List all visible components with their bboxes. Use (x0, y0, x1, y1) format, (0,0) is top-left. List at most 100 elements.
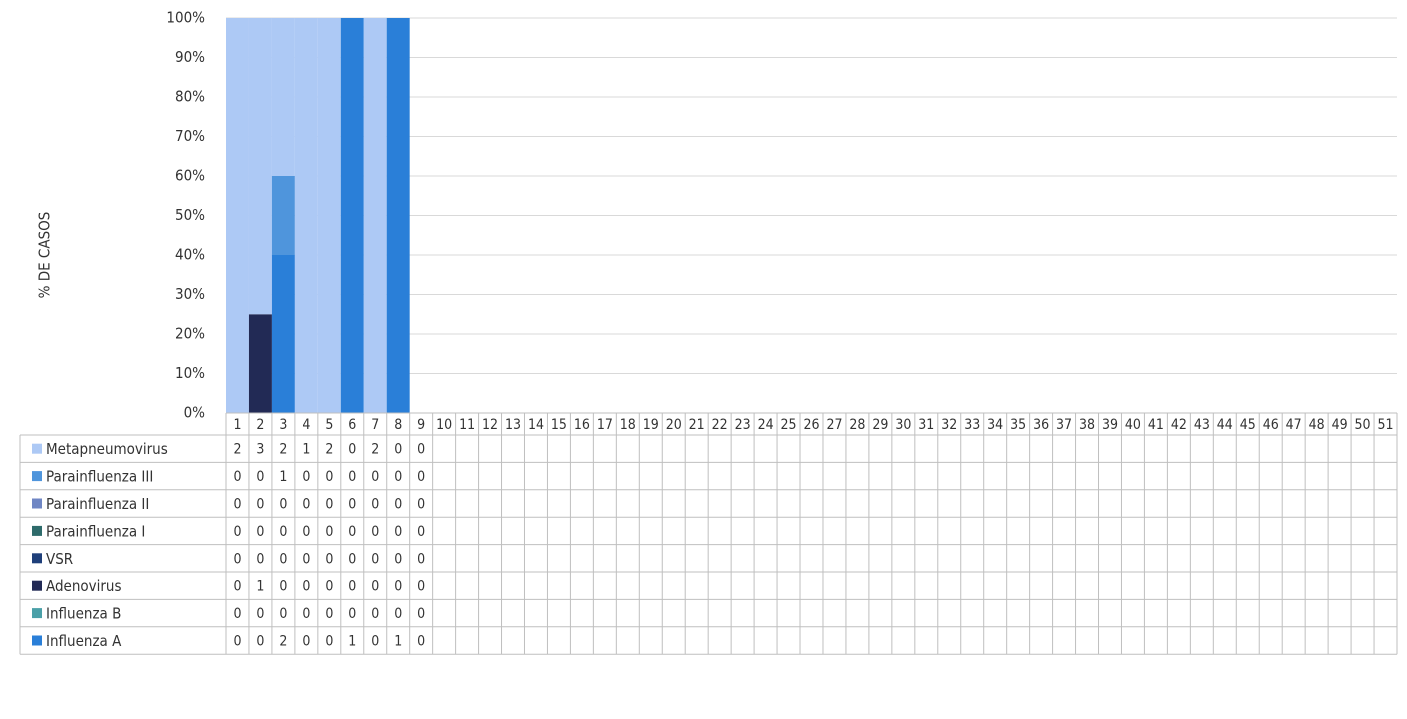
x-tick-label: 27 (826, 417, 842, 433)
table-value: 0 (371, 579, 379, 595)
x-tick-label: 23 (735, 417, 751, 433)
table-value: 0 (302, 524, 310, 540)
x-tick-label: 14 (528, 417, 544, 433)
table-value: 0 (348, 579, 356, 595)
x-tick-label: 41 (1148, 417, 1164, 433)
table-value: 0 (417, 579, 425, 595)
table-value: 0 (233, 606, 241, 622)
x-tick-label: 36 (1033, 417, 1049, 433)
x-tick-label: 24 (758, 417, 774, 433)
table-value: 2 (371, 442, 379, 458)
y-tick-label: 60% (175, 167, 205, 185)
legend-key (32, 443, 42, 454)
x-tick-label: 6 (348, 417, 356, 433)
table-value: 0 (417, 442, 425, 458)
table-value: 2 (279, 442, 287, 458)
table-value: 0 (371, 634, 379, 650)
table-value: 0 (325, 469, 333, 485)
table-value: 0 (325, 497, 333, 513)
table-value: 0 (256, 634, 264, 650)
table-value: 0 (348, 442, 356, 458)
table-value: 0 (417, 524, 425, 540)
bar-segment (317, 18, 341, 413)
table-value: 3 (256, 442, 264, 458)
x-tick-label: 39 (1102, 417, 1118, 433)
table-value: 0 (233, 551, 241, 567)
x-tick-label: 2 (256, 417, 264, 433)
table-value: 0 (256, 497, 264, 513)
table-value: 0 (233, 634, 241, 650)
y-tick-label: 20% (175, 325, 205, 343)
x-tick-label: 15 (551, 417, 567, 433)
table-value: 2 (325, 442, 333, 458)
table-value: 0 (233, 469, 241, 485)
x-tick-label: 48 (1309, 417, 1325, 433)
x-tick-label: 21 (689, 417, 705, 433)
table-value: 0 (302, 606, 310, 622)
y-tick-label: 70% (175, 127, 205, 145)
legend-label: Metapneumovirus (46, 440, 168, 458)
x-tick-label: 20 (666, 417, 682, 433)
x-tick-label: 51 (1378, 417, 1394, 433)
table-value: 0 (371, 497, 379, 513)
y-tick-label: 10% (175, 364, 205, 382)
x-tick-label: 7 (371, 417, 379, 433)
table-value: 0 (394, 606, 402, 622)
x-tick-label: 9 (417, 417, 425, 433)
bar-segment (294, 18, 318, 413)
bar-segment (271, 255, 295, 413)
x-tick-label: 31 (918, 417, 934, 433)
table-value: 0 (302, 634, 310, 650)
x-tick-label: 5 (325, 417, 333, 433)
legend-key (32, 608, 42, 619)
legend-label: Parainfluenza III (46, 468, 153, 486)
x-tick-label: 18 (620, 417, 636, 433)
table-value: 0 (348, 606, 356, 622)
x-tick-label: 44 (1217, 417, 1233, 433)
bar-segment (363, 18, 387, 413)
legend-label: Influenza B (46, 605, 121, 623)
table-value: 0 (233, 579, 241, 595)
table-value: 0 (394, 469, 402, 485)
table-value: 0 (348, 469, 356, 485)
x-tick-label: 35 (1010, 417, 1026, 433)
x-tick-label: 11 (459, 417, 475, 433)
table-value: 1 (394, 634, 402, 650)
table-value: 0 (256, 524, 264, 540)
bar-segment (226, 18, 249, 413)
x-tick-label: 22 (712, 417, 728, 433)
table-value: 0 (371, 469, 379, 485)
legend-label: Adenovirus (46, 577, 122, 595)
table-value: 0 (325, 606, 333, 622)
table-value: 0 (394, 551, 402, 567)
table-value: 0 (279, 497, 287, 513)
x-tick-label: 38 (1079, 417, 1095, 433)
legend-key (32, 471, 42, 482)
table-value: 2 (279, 634, 287, 650)
legend-label: Parainfluenza I (46, 522, 145, 540)
x-tick-label: 8 (394, 417, 402, 433)
x-tick-label: 12 (482, 417, 498, 433)
table-value: 0 (302, 497, 310, 513)
x-tick-label: 10 (436, 417, 452, 433)
y-tick-label: 0% (184, 404, 206, 422)
table-value: 1 (348, 634, 356, 650)
legend-key (32, 635, 42, 646)
legend-key (32, 498, 42, 509)
legend-key (32, 580, 42, 591)
x-tick-label: 32 (941, 417, 957, 433)
x-tick-label: 47 (1286, 417, 1302, 433)
x-tick-label: 34 (987, 417, 1003, 433)
table-value: 0 (256, 469, 264, 485)
x-tick-label: 13 (505, 417, 521, 433)
table-value: 1 (279, 469, 287, 485)
x-tick-label: 29 (872, 417, 888, 433)
x-tick-label: 49 (1332, 417, 1348, 433)
y-tick-label: 90% (175, 48, 205, 66)
table-value: 0 (394, 524, 402, 540)
bar-segment (271, 176, 295, 255)
x-tick-label: 43 (1194, 417, 1210, 433)
table-value: 0 (325, 634, 333, 650)
table-value: 0 (233, 524, 241, 540)
